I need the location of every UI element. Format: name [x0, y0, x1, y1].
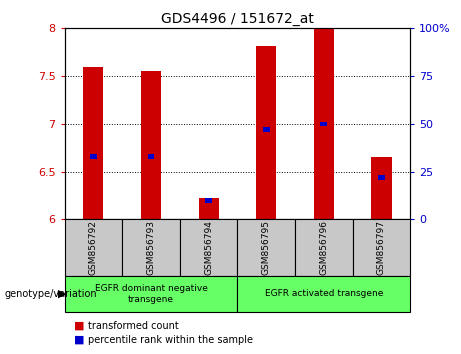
Text: ■: ■	[74, 335, 84, 345]
Text: EGFR activated transgene: EGFR activated transgene	[265, 289, 383, 298]
Text: GSM856792: GSM856792	[89, 220, 98, 275]
Text: GSM856794: GSM856794	[204, 220, 213, 275]
Text: ▶: ▶	[58, 289, 66, 299]
Bar	[90, 154, 97, 159]
Bar	[83, 67, 103, 219]
Bar	[320, 121, 327, 126]
Text: GSM856793: GSM856793	[147, 220, 155, 275]
Text: transformed count: transformed count	[88, 321, 178, 331]
Bar	[372, 157, 391, 219]
Bar	[148, 154, 154, 159]
Bar	[199, 199, 219, 219]
Bar	[314, 28, 334, 219]
Text: percentile rank within the sample: percentile rank within the sample	[88, 335, 253, 345]
Bar	[205, 198, 212, 203]
Bar	[263, 127, 270, 132]
Title: GDS4496 / 151672_at: GDS4496 / 151672_at	[161, 12, 314, 26]
Bar	[141, 72, 161, 219]
Bar	[256, 46, 276, 219]
Text: genotype/variation: genotype/variation	[5, 289, 97, 299]
Text: GSM856795: GSM856795	[262, 220, 271, 275]
Text: ■: ■	[74, 321, 84, 331]
Text: EGFR dominant negative
transgene: EGFR dominant negative transgene	[95, 284, 207, 303]
Text: GSM856796: GSM856796	[319, 220, 328, 275]
Text: GSM856797: GSM856797	[377, 220, 386, 275]
Bar	[378, 175, 385, 180]
